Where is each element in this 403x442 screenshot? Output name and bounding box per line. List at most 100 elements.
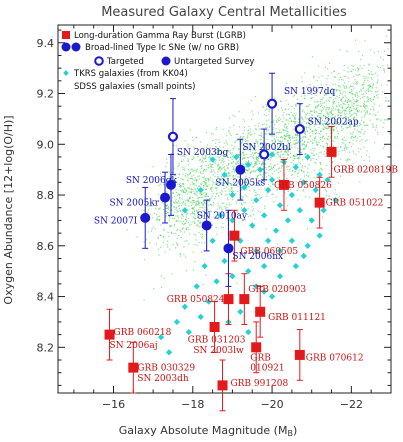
sdss-point: [344, 114, 346, 116]
sdss-point: [285, 136, 288, 138]
sdss-point: [255, 129, 257, 131]
sdss-point: [263, 181, 266, 183]
sdss-point: [229, 156, 231, 158]
legend-sdss-text: SDSS galaxies (small points): [74, 82, 195, 92]
sdss-point: [266, 195, 268, 197]
sdss-point: [233, 179, 235, 181]
sdss-point: [307, 167, 309, 169]
sdss-point: [201, 196, 204, 198]
sdss-point: [360, 90, 362, 92]
sdss-point: [286, 151, 288, 153]
tkrs-point: [300, 179, 307, 186]
sdss-point: [323, 150, 326, 152]
sdss-point: [264, 172, 266, 174]
sdss-point: [247, 136, 249, 138]
x-tick-label: −22: [340, 398, 363, 411]
sdss-point: [221, 203, 223, 205]
sdss-point: [312, 154, 314, 156]
sdss-point: [227, 180, 229, 182]
sdss-point: [349, 119, 351, 121]
sdss-point: [217, 165, 219, 167]
sdss-point: [321, 168, 323, 170]
sdss-point: [196, 211, 199, 213]
sdss-point: [192, 269, 194, 271]
sdss-point: [173, 167, 175, 169]
sdss-point: [356, 140, 358, 142]
sdss-point: [194, 177, 196, 179]
sdss-point: [287, 190, 289, 192]
sdss-point: [268, 158, 270, 160]
sdss-point: [333, 130, 335, 132]
sdss-point: [181, 214, 183, 216]
sdss-point: [329, 130, 331, 132]
sdss-point: [357, 70, 359, 72]
sdss-point: [348, 121, 350, 123]
sdss-point: [301, 140, 303, 142]
sdss-point: [243, 164, 245, 166]
y-tick-label: 9.4: [37, 37, 55, 50]
sdss-point: [192, 182, 194, 184]
sdss-point: [167, 231, 169, 233]
sdss-point: [319, 152, 321, 154]
axis-ticks: −16 −18 −20 −228.28.48.68.89.09.29.4: [37, 25, 392, 411]
sdss-point: [253, 148, 255, 151]
sdss-point: [241, 140, 244, 142]
sdss-point: [326, 112, 329, 114]
sdss-point: [257, 174, 260, 176]
sdss-point: [370, 108, 372, 110]
sdss-point: [240, 187, 242, 189]
sdss-point: [248, 159, 250, 162]
sdss-point: [350, 120, 352, 122]
sdss-point: [265, 173, 267, 175]
sdss-point: [265, 168, 267, 170]
sdss-point: [344, 147, 346, 149]
sdss-point: [215, 149, 217, 151]
sn-label: SN 2006aj: [110, 341, 158, 351]
sdss-point: [171, 204, 173, 206]
sdss-point: [179, 185, 181, 188]
sdss-point: [286, 144, 288, 146]
sdss-point: [246, 169, 248, 171]
sdss-point: [212, 133, 214, 135]
sdss-point: [190, 188, 192, 190]
sdss-point: [236, 139, 238, 141]
sdss-point: [327, 68, 329, 70]
sdss-point: [342, 79, 344, 81]
sdss-point: [386, 64, 388, 66]
sdss-point: [259, 197, 261, 199]
sdss-point: [322, 135, 324, 137]
sdss-point: [199, 226, 201, 228]
sdss-point: [217, 173, 219, 175]
sdss-point: [288, 136, 290, 138]
sdss-point: [365, 112, 367, 114]
sdss-point: [232, 169, 234, 171]
sdss-point: [276, 132, 278, 134]
sdss-point: [163, 183, 165, 185]
sdss-point: [273, 127, 275, 129]
sdss-point: [264, 171, 266, 173]
sdss-point: [230, 188, 232, 190]
sdss-point: [363, 124, 365, 126]
sn-label: SN 2003dh: [137, 374, 189, 384]
sdss-point: [294, 170, 296, 173]
sdss-point: [231, 158, 233, 161]
sdss-point: [255, 139, 257, 141]
sdss-point: [337, 182, 339, 184]
sdss-point: [331, 128, 333, 130]
sdss-point: [318, 113, 320, 115]
sdss-point: [177, 201, 179, 203]
sdss-point: [369, 119, 371, 121]
sdss-point: [228, 188, 230, 190]
sdss-point: [363, 159, 365, 161]
sdss-point: [294, 125, 296, 128]
sdss-point: [177, 176, 179, 179]
sdss-point: [345, 113, 348, 115]
sdss-point: [286, 133, 288, 135]
sdss-point: [288, 166, 290, 168]
sdss-point: [361, 128, 363, 130]
sdss-point: [219, 166, 221, 168]
sdss-point: [283, 117, 285, 119]
sdss-point: [321, 119, 323, 121]
sdss-point: [189, 129, 191, 131]
sdss-point: [287, 103, 289, 105]
